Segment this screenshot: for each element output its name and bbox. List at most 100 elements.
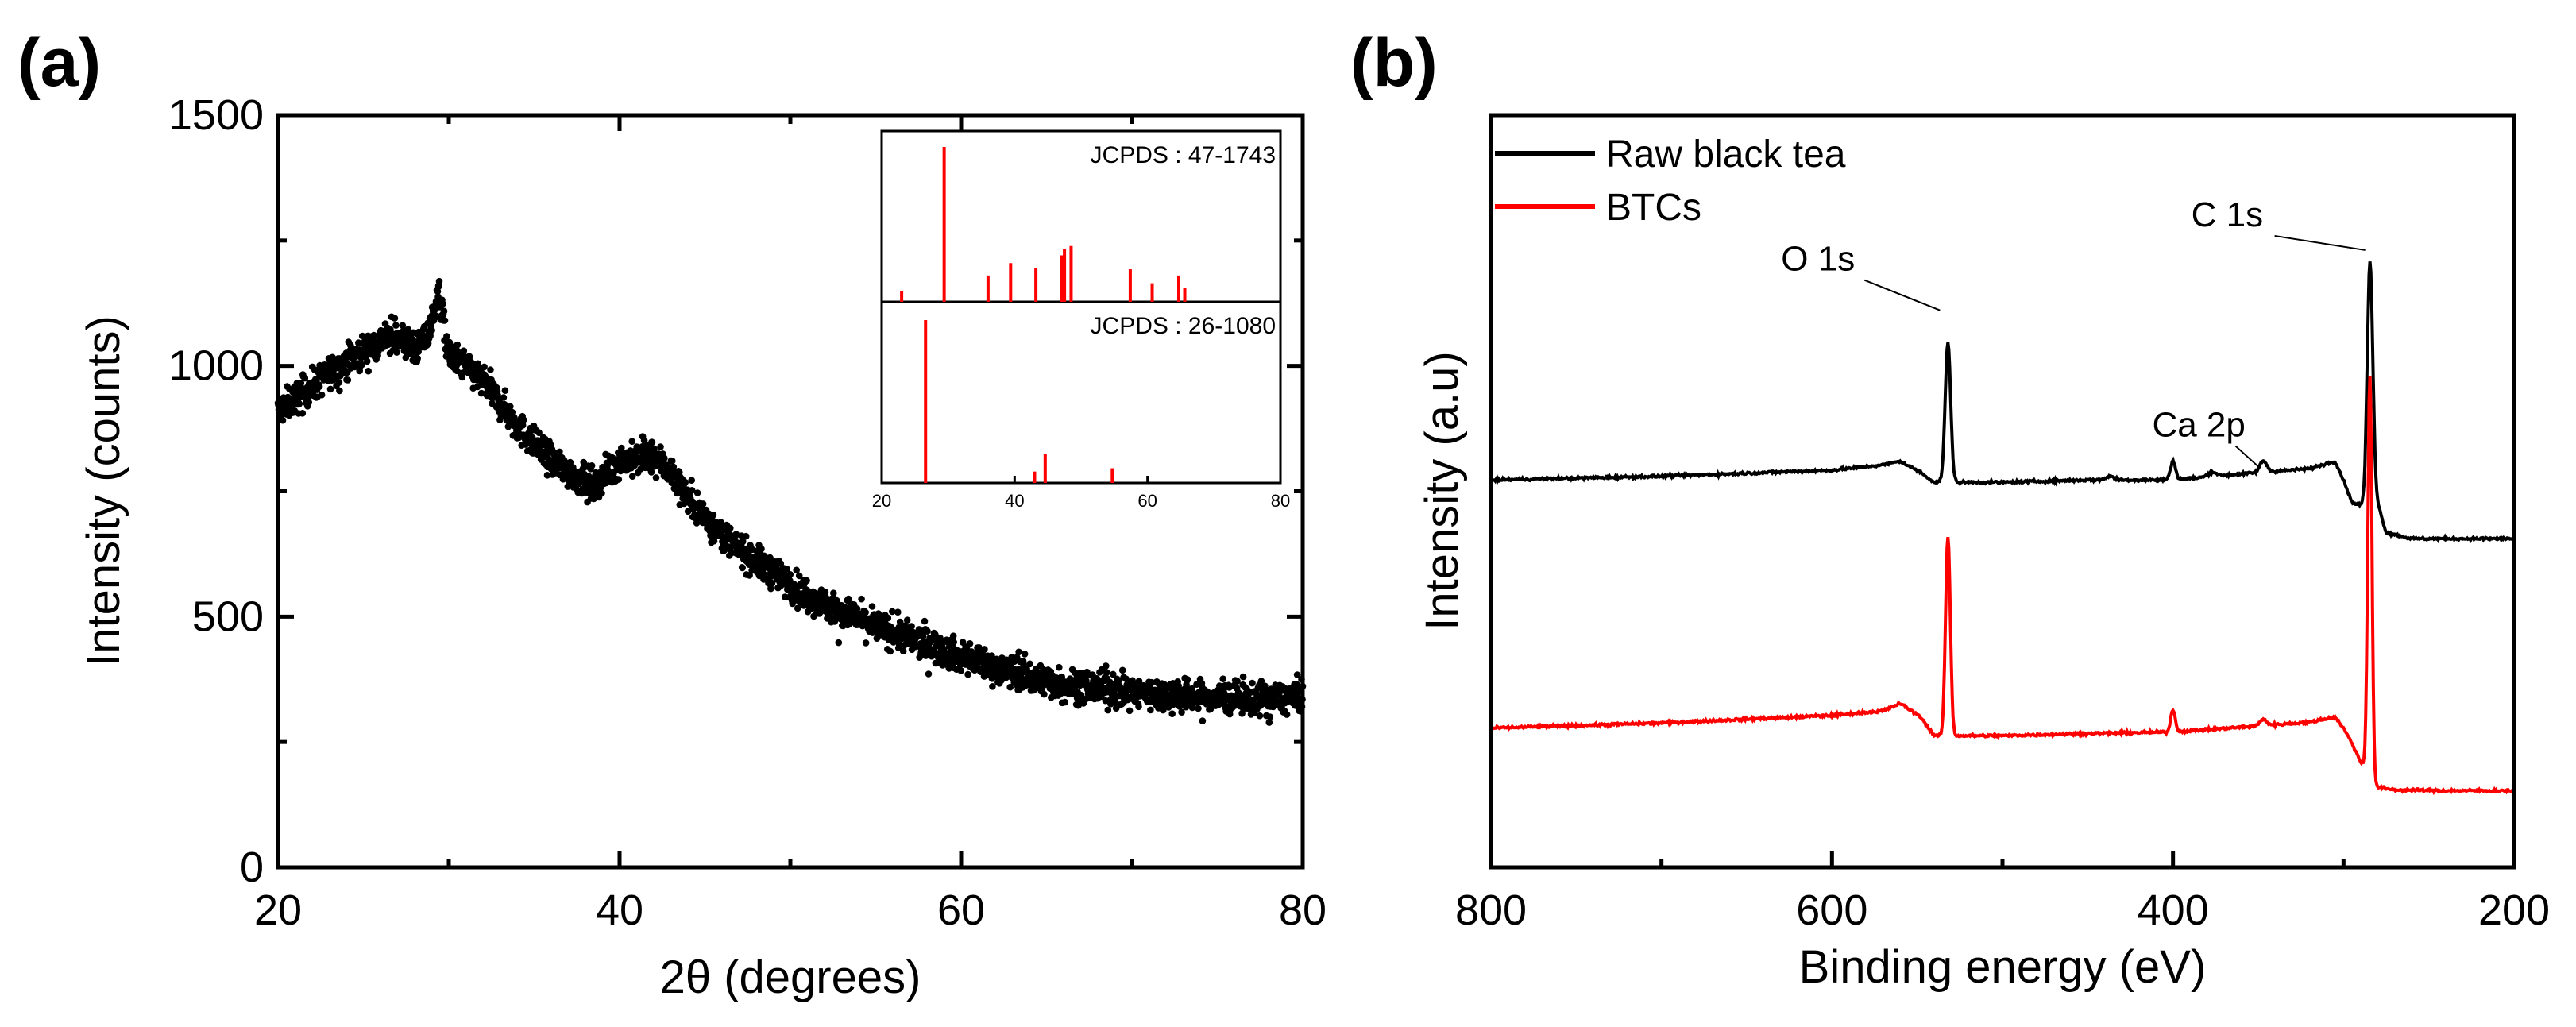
xrd-data-point [803, 577, 810, 585]
xrd-data-point [1293, 671, 1301, 678]
xrd-data-point [739, 564, 746, 572]
xrd-data-point [556, 448, 563, 456]
legend-label-btcs: BTCs [1606, 187, 1701, 229]
xrd-data-point [661, 454, 668, 462]
xrd-data-point [1226, 710, 1234, 718]
xrd-data-point [392, 322, 400, 329]
xrd-data-point [957, 667, 964, 674]
xrd-data-point [1234, 678, 1241, 685]
xrd-data-point [1283, 711, 1291, 718]
x-tick-label-a: 60 [937, 886, 985, 934]
xrd-data-point [899, 647, 907, 654]
x-axis-label-a: 2θ (degrees) [660, 952, 921, 1003]
xrd-data-point [500, 394, 508, 401]
panel-b-label: (b) [1350, 25, 1438, 101]
xrd-data-point [512, 418, 519, 426]
xrd-data-point [336, 387, 343, 395]
xrd-data-point [924, 627, 931, 635]
xrd-data-point [481, 363, 488, 371]
xrd-data-point [1015, 648, 1022, 656]
xrd-data-point [1110, 686, 1118, 693]
xrd-data-point [827, 612, 834, 620]
xrd-data-point [335, 379, 343, 386]
xrd-data-point [739, 538, 747, 546]
xrd-data-point [370, 331, 377, 339]
x-tick-label-a: 80 [1279, 886, 1327, 934]
xrd-data-point [727, 524, 734, 532]
xrd-data-point [1103, 662, 1110, 670]
xrd-data-point [454, 341, 462, 349]
inset-x-tick-label: 40 [1005, 491, 1024, 511]
xrd-data-point [932, 631, 939, 639]
xrd-data-point [1239, 673, 1247, 681]
xrd-data-point [884, 614, 892, 622]
xrd-data-point [693, 489, 701, 496]
xrd-data-point [783, 566, 791, 573]
xrd-data-point [1147, 706, 1154, 714]
xrd-data-point [758, 545, 765, 553]
xrd-data-series [274, 277, 1307, 726]
xrd-data-point [835, 639, 843, 647]
xrd-data-point [543, 472, 551, 479]
xrd-data-point [519, 422, 527, 429]
xrd-data-point [648, 438, 656, 446]
inset-ref-label-2: JCPDS : 26-1080 [1091, 313, 1276, 339]
xrd-data-point [604, 466, 612, 474]
xrd-data-point [1006, 683, 1014, 691]
xrd-data-point [767, 585, 774, 593]
xrd-data-point [443, 333, 450, 340]
xrd-data-point [1219, 675, 1226, 682]
series-raw-black-tea [1490, 261, 2515, 544]
xrd-data-point [844, 595, 852, 603]
xrd-data-point [853, 605, 861, 612]
xrd-data-point [693, 519, 701, 527]
xrd-data-point [1021, 651, 1029, 658]
xrd-data-point [477, 389, 485, 397]
xrd-data-point [684, 508, 692, 515]
xrd-data-point [628, 438, 635, 445]
xrd-data-point [440, 307, 448, 315]
x-tick-label-b: 200 [2478, 886, 2550, 934]
xrd-data-point [1061, 698, 1068, 706]
xrd-data-point [508, 408, 516, 416]
xrd-data-point [1104, 706, 1112, 714]
xrd-data-point [710, 537, 718, 545]
xrd-data-point [670, 463, 678, 471]
xrd-data-point [326, 385, 334, 393]
xrd-data-point [535, 429, 543, 437]
xrd-data-point [1265, 719, 1273, 726]
xrd-data-point [768, 579, 776, 587]
xrd-data-point [1249, 679, 1256, 687]
annotation-ca2p: Ca 2p [2152, 406, 2245, 445]
xrd-data-point [365, 367, 373, 375]
x-tick-label-a: 40 [596, 886, 643, 934]
xrd-data-point [501, 401, 508, 408]
xrd-data-point [1257, 678, 1265, 685]
xrd-data-point [732, 531, 740, 538]
xrd-data-point [460, 347, 468, 355]
xrd-data-point [821, 589, 829, 596]
inset-x-tick-label: 20 [872, 491, 891, 511]
xrd-data-point [1110, 670, 1117, 678]
xrd-data-point [981, 646, 988, 653]
y-axis-label-a: Intensity (counts) [78, 315, 129, 666]
xrd-data-point [925, 670, 933, 678]
xrd-data-point [431, 314, 439, 321]
xrd-data-point [651, 445, 658, 453]
xrd-data-point [966, 640, 974, 647]
series-btcs [1490, 376, 2516, 796]
xrd-data-point [318, 391, 326, 399]
y-tick-label-a: 1500 [168, 91, 264, 139]
xrd-data-point [669, 458, 676, 465]
xrd-data-point [1188, 685, 1195, 693]
xrd-data-point [427, 332, 434, 340]
xrd-data-point [895, 642, 903, 649]
xrd-data-point [501, 387, 509, 395]
xrd-data-point [830, 589, 837, 597]
xrd-data-point [1256, 712, 1264, 720]
xrd-data-point [414, 354, 421, 362]
xrd-data-point [682, 478, 689, 486]
xrd-data-point [435, 277, 443, 285]
